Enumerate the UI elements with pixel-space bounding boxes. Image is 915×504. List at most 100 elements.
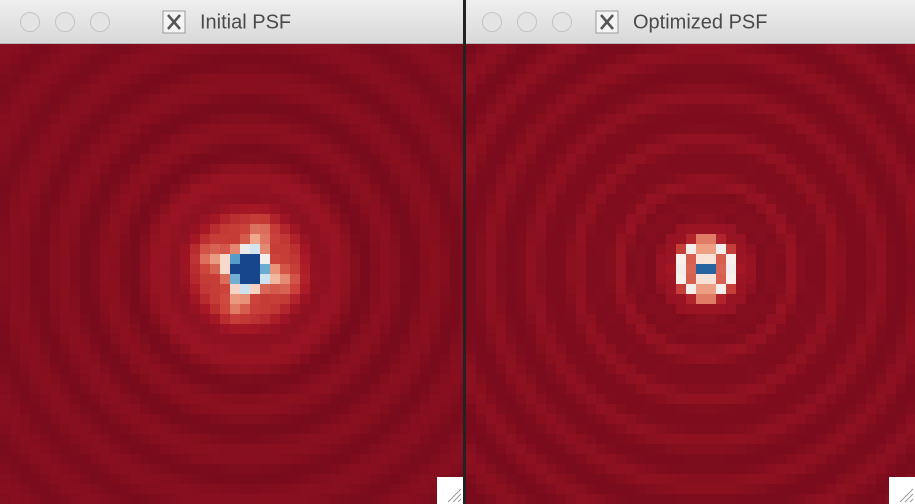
image-pixel [676, 414, 687, 425]
image-pixel [766, 354, 777, 365]
image-pixel [836, 54, 847, 65]
image-pixel [400, 284, 411, 295]
image-pixel [656, 204, 667, 215]
image-pixel [30, 144, 41, 155]
image-pixel [826, 484, 837, 495]
image-pixel [180, 224, 191, 235]
image-pixel [856, 344, 867, 355]
image-pixel [466, 204, 477, 215]
image-pixel [200, 434, 211, 445]
image-pixel [330, 294, 341, 305]
image-pixel [526, 414, 537, 425]
image-pixel [906, 294, 915, 305]
image-pixel [876, 174, 887, 185]
image-pixel [596, 284, 607, 295]
image-pixel [726, 464, 737, 475]
image-pixel [320, 304, 331, 315]
image-pixel [180, 204, 191, 215]
image-pixel [606, 304, 617, 315]
image-pixel [616, 194, 627, 205]
image-pixel [596, 254, 607, 265]
image-pixel [906, 44, 915, 55]
image-pixel [420, 434, 431, 445]
image-pixel [350, 144, 361, 155]
image-pixel [826, 474, 837, 485]
image-pixel [190, 134, 201, 145]
image-pixel [766, 484, 777, 495]
image-pixel [466, 174, 477, 185]
image-pixel [636, 464, 647, 475]
close-button[interactable] [21, 13, 40, 32]
zoom-button[interactable] [91, 13, 110, 32]
image-pixel [320, 294, 331, 305]
image-pixel [516, 324, 527, 335]
image-pixel [160, 344, 171, 355]
zoom-button[interactable] [553, 13, 572, 32]
image-pixel [130, 454, 141, 465]
image-pixel [60, 94, 71, 105]
image-pixel [220, 104, 231, 115]
image-pixel [30, 124, 41, 135]
image-pixel [506, 224, 517, 235]
image-pixel [80, 194, 91, 205]
image-pixel [826, 304, 837, 315]
image-pixel [746, 344, 757, 355]
image-pixel [736, 214, 747, 225]
image-pixel [906, 244, 915, 255]
image-pixel [20, 384, 31, 395]
image-pixel [60, 174, 71, 185]
image-pixel [0, 84, 11, 95]
image-pixel [410, 324, 421, 335]
image-pixel [140, 304, 151, 315]
image-pixel [420, 264, 431, 275]
image-pixel [466, 124, 477, 135]
image-pixel [60, 284, 71, 295]
image-pixel [270, 174, 281, 185]
image-pixel [866, 204, 877, 215]
image-pixel [320, 454, 331, 465]
image-pixel [180, 284, 191, 295]
image-pixel [400, 484, 411, 495]
image-pixel [626, 84, 637, 95]
resize-grip[interactable] [437, 477, 463, 504]
image-pixel [170, 344, 181, 355]
image-pixel [60, 384, 71, 395]
image-pixel [896, 174, 907, 185]
minimize-button[interactable] [518, 13, 537, 32]
image-pixel [80, 234, 91, 245]
image-pixel [696, 384, 707, 395]
image-pixel [130, 184, 141, 195]
image-pixel [556, 414, 567, 425]
image-pixel [756, 74, 767, 85]
image-pixel [716, 84, 727, 95]
image-pixel [220, 44, 231, 55]
image-pixel [170, 154, 181, 165]
image-pixel [270, 454, 281, 465]
image-pixel [140, 394, 151, 405]
image-pixel [746, 244, 757, 255]
image-pixel [516, 204, 527, 215]
minimize-button[interactable] [56, 13, 75, 32]
image-pixel [280, 434, 291, 445]
image-pixel [866, 184, 877, 195]
image-pixel [516, 194, 527, 205]
close-button[interactable] [483, 13, 502, 32]
image-pixel [836, 164, 847, 175]
image-pixel [60, 394, 71, 405]
image-pixel [270, 154, 281, 165]
image-pixel [430, 314, 441, 325]
image-pixel [440, 244, 451, 255]
image-pixel [230, 94, 241, 105]
image-pixel [886, 384, 897, 395]
image-pixel [486, 114, 497, 125]
image-pixel [300, 144, 311, 155]
image-pixel [746, 384, 757, 395]
image-pixel [340, 74, 351, 85]
image-pixel [310, 174, 321, 185]
image-pixel [756, 94, 767, 105]
resize-grip[interactable] [889, 477, 915, 504]
image-pixel [360, 244, 371, 255]
image-pixel [140, 384, 151, 395]
image-pixel [100, 214, 111, 225]
image-pixel [506, 454, 517, 465]
